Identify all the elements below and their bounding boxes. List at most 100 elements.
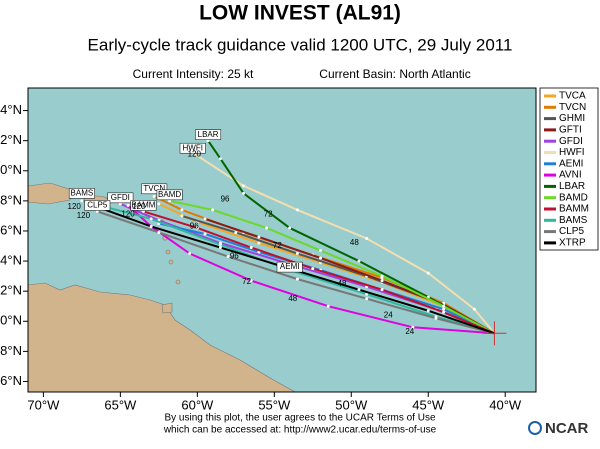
model-label-box xyxy=(68,188,95,199)
title: LOW INVEST (AL91) xyxy=(199,2,401,25)
subtitle: Early-cycle track guidance valid 1200 UT… xyxy=(88,35,513,54)
model-label-box xyxy=(276,261,303,273)
track-point xyxy=(365,236,369,240)
legend-label: AEMI xyxy=(559,158,583,169)
track-point xyxy=(149,224,153,228)
track-point xyxy=(472,307,476,311)
track-point xyxy=(288,226,292,230)
track-point xyxy=(295,277,299,281)
track-point xyxy=(411,325,415,329)
track-point xyxy=(218,246,222,250)
track-point xyxy=(188,252,192,256)
track-point xyxy=(434,316,438,320)
hour-label: 120 xyxy=(121,210,135,219)
model-label-box xyxy=(107,192,134,204)
track-point xyxy=(95,209,99,213)
x-tick-label: 50°W xyxy=(335,397,368,412)
logo-icon xyxy=(528,421,542,435)
logo: NCAR xyxy=(545,420,588,437)
y-tick-label: 24°N xyxy=(0,102,22,117)
x-tick-label: 60°W xyxy=(181,397,214,412)
track-point xyxy=(180,214,184,218)
track-point xyxy=(357,259,361,263)
track-point xyxy=(195,226,199,230)
x-tick-label: 45°W xyxy=(412,397,445,412)
basin: Current Basin: North Atlantic xyxy=(319,67,470,81)
track-point xyxy=(234,230,238,234)
y-tick-label: 20°N xyxy=(0,162,22,177)
graticule xyxy=(23,110,506,397)
track-point xyxy=(180,208,184,212)
track-point xyxy=(365,292,369,296)
legend-label: CLP5 xyxy=(559,226,584,237)
track-point xyxy=(357,288,361,292)
hour-label: 72 xyxy=(273,241,282,250)
y-tick-label: 12°N xyxy=(0,283,22,298)
legend-label: BAMS xyxy=(559,215,588,226)
x-tick-label: 40°W xyxy=(489,397,522,412)
x-tick-label: 55°W xyxy=(258,397,291,412)
y-tick-label: 14°N xyxy=(0,253,22,268)
hour-label: 72 xyxy=(264,210,273,219)
track-point xyxy=(380,288,384,292)
y-tick-label: 16°N xyxy=(0,222,22,237)
track-point xyxy=(168,199,172,203)
hour-label: 96 xyxy=(230,252,239,261)
track-point xyxy=(157,202,161,206)
model-label-box xyxy=(84,200,111,211)
track-point xyxy=(318,249,322,253)
legend-label: AVNI xyxy=(559,170,582,181)
legend-label: XTRP xyxy=(559,238,586,249)
legend-label: GFTI xyxy=(559,125,582,136)
track-point xyxy=(211,208,215,212)
model-label: HWFI xyxy=(182,143,202,152)
legend-label: TVCA xyxy=(559,91,586,102)
x-tick-label: 70°W xyxy=(27,397,60,412)
track-point xyxy=(426,271,430,275)
hour-label: 72 xyxy=(242,277,251,286)
track-point xyxy=(311,267,315,271)
track-point xyxy=(295,252,299,256)
track-point xyxy=(442,307,446,311)
track-point xyxy=(265,226,269,230)
legend-label: LBAR xyxy=(559,181,585,192)
track-point xyxy=(149,217,153,221)
model-label-box xyxy=(195,129,222,140)
hispaniola xyxy=(28,182,73,205)
model-label: LBAR xyxy=(198,130,219,139)
track-point xyxy=(257,235,261,239)
hour-label: 120 xyxy=(188,149,202,158)
track-point xyxy=(442,310,446,314)
y-tick-label: 22°N xyxy=(0,132,22,147)
model-label-box xyxy=(179,142,206,154)
track-point xyxy=(295,208,299,212)
track-point xyxy=(118,202,122,206)
hour-label: 48 xyxy=(338,279,347,288)
x-tick-label: 65°W xyxy=(104,397,137,412)
island xyxy=(168,259,174,265)
footer-line: By using this plot, the user agrees to t… xyxy=(164,413,435,424)
track-point xyxy=(152,194,156,198)
model-label-box xyxy=(141,183,168,195)
y-tick-label: 8°N xyxy=(0,343,22,358)
model-label-box xyxy=(130,200,157,211)
track-point xyxy=(203,232,207,236)
hour-label: 120 xyxy=(132,202,146,211)
track-point xyxy=(141,209,145,213)
hour-label: 96 xyxy=(221,194,230,203)
track-point xyxy=(442,304,446,308)
model-label-box xyxy=(156,189,183,201)
hour-label: 24 xyxy=(405,327,414,336)
footer-line: which can be accessed at: http://www2.uc… xyxy=(163,425,437,436)
track-point xyxy=(157,230,161,234)
land xyxy=(28,182,296,392)
hour-label: 120 xyxy=(77,211,91,220)
hour-label: 24 xyxy=(384,310,393,319)
model-label: GFDI xyxy=(111,193,130,202)
hour-label: 48 xyxy=(288,294,297,303)
track-point xyxy=(380,274,384,278)
track-point xyxy=(318,256,322,260)
